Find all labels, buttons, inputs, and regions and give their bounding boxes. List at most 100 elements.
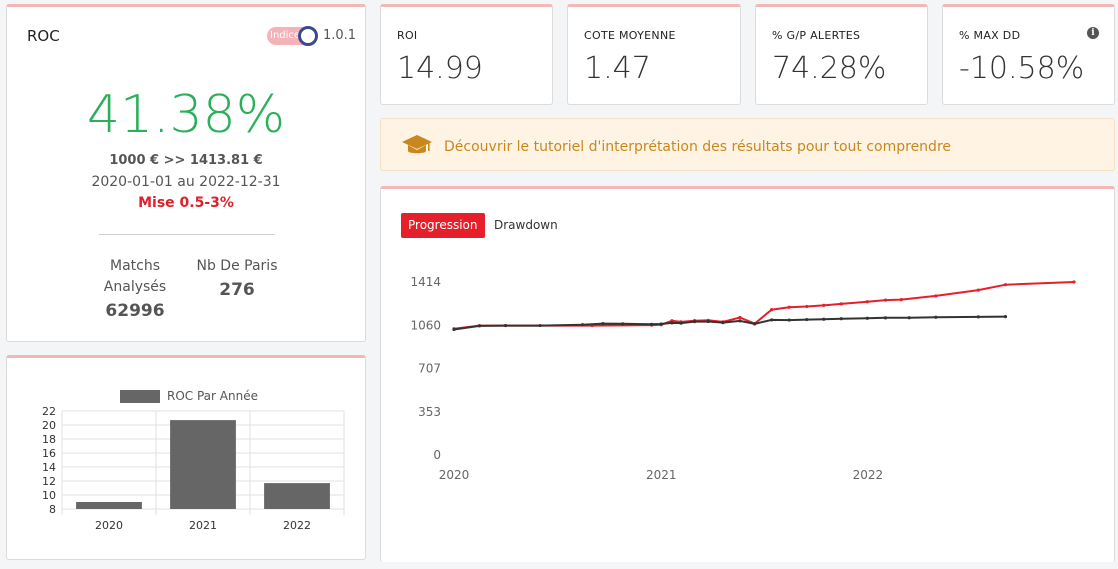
data-point xyxy=(650,322,654,326)
kpi-card-average-odds: COTE MOYENNE 1.47 xyxy=(567,4,741,105)
data-point xyxy=(907,316,911,320)
y-tick-label: 16 xyxy=(42,447,56,460)
data-point xyxy=(770,318,774,322)
roc-title: ROC xyxy=(27,27,60,45)
data-point xyxy=(1003,315,1008,319)
divider xyxy=(99,234,275,235)
annual-roc-card: ROC Par Année 22 20 18 16 14 12 10 8 2020 2021 2022 xyxy=(6,355,366,560)
version-label: 1.0.1 xyxy=(323,28,357,43)
x-tick-label: 2021 xyxy=(189,519,217,532)
data-point xyxy=(865,300,869,304)
x-tick-label: 2020 xyxy=(95,519,123,532)
y-tick-label: 1060 xyxy=(410,318,441,332)
kpi-value: 1.47 xyxy=(584,51,651,86)
data-point xyxy=(659,322,663,326)
progression-chart: 1414 1060 707 353 0 2020 2021 2022 xyxy=(410,275,1076,482)
data-point xyxy=(670,321,674,325)
data-point xyxy=(934,294,938,298)
y-tick-label: 18 xyxy=(42,433,56,446)
data-point xyxy=(787,318,791,322)
data-point xyxy=(839,302,843,306)
legend-swatch xyxy=(120,390,160,403)
kpi-card-roi: ROI 14.99 xyxy=(380,4,553,105)
bets-value: 276 xyxy=(219,280,255,300)
data-point xyxy=(753,322,757,326)
data-point xyxy=(883,316,888,320)
roc-card: ROC Indice 1.0.1 41.38% 1000 € >> 1413.8… xyxy=(6,4,366,342)
progression-card: Progression Drawdown 1414 1060 707 353 0 2020… xyxy=(380,186,1115,562)
data-point xyxy=(738,315,742,320)
data-point xyxy=(621,322,625,326)
data-point xyxy=(805,317,809,322)
data-point xyxy=(693,320,697,324)
data-point xyxy=(538,323,542,328)
x-tick-label: 2022 xyxy=(283,519,311,532)
matches-label-line1: Matchs xyxy=(109,258,160,274)
kpi-value: 14.99 xyxy=(397,51,483,86)
bar xyxy=(170,420,236,509)
data-point xyxy=(452,327,456,332)
data-point xyxy=(580,323,585,327)
data-point xyxy=(822,303,826,307)
y-tick-label: 22 xyxy=(42,405,56,418)
kpi-value: -10.58% xyxy=(959,51,1085,86)
toggle-knob[interactable] xyxy=(298,26,318,46)
bets-label: Nb De Paris xyxy=(196,258,278,274)
x-tick-label: 2022 xyxy=(853,468,884,482)
info-icon[interactable]: i xyxy=(1087,27,1099,39)
bankroll-evolution: 1000 € >> 1413.81 € xyxy=(109,153,263,168)
series-line xyxy=(453,315,1006,331)
kpi-card-max-drawdown: % MAX DD i -10.58% xyxy=(942,4,1115,105)
kpi-card-win-loss-alerts: % G/P ALERTES 74.28% xyxy=(755,4,928,105)
data-point xyxy=(976,288,980,292)
x-tick-label: 2020 xyxy=(439,468,470,482)
data-point xyxy=(679,321,683,325)
bar xyxy=(76,502,142,509)
data-point xyxy=(865,316,869,320)
data-point xyxy=(1003,283,1008,287)
data-point xyxy=(883,298,888,302)
y-tick-label: 707 xyxy=(418,362,441,376)
data-point xyxy=(805,304,809,309)
y-tick-label: 353 xyxy=(418,405,441,419)
kpi-label: % G/P ALERTES xyxy=(772,29,861,42)
bar xyxy=(264,483,330,509)
y-tick-label: 0 xyxy=(433,448,441,462)
data-point xyxy=(601,321,605,326)
x-tick-label: 2021 xyxy=(646,468,677,482)
index-toggle[interactable]: Indice xyxy=(267,26,319,46)
matches-label-line2: Analysés xyxy=(103,279,167,295)
tab-drawdown[interactable]: Drawdown xyxy=(494,218,558,232)
data-point xyxy=(738,319,742,323)
tutorial-banner[interactable]: Découvrir le tutoriel d'interprétation d… xyxy=(380,118,1115,171)
data-point xyxy=(899,298,903,302)
y-tick-label: 14 xyxy=(42,461,56,474)
data-point xyxy=(721,321,725,325)
data-point xyxy=(706,319,710,324)
y-tick-label: 12 xyxy=(42,475,56,488)
data-point xyxy=(787,305,791,309)
data-point xyxy=(822,317,826,321)
tutorial-link[interactable]: Découvrir le tutoriel d'interprétation d… xyxy=(444,139,952,155)
stake-range: Mise 0.5-3% xyxy=(138,195,234,211)
kpi-label: ROI xyxy=(397,29,418,42)
y-tick-label: 10 xyxy=(42,489,56,502)
tab-progression[interactable]: Progression xyxy=(401,213,485,238)
y-tick-label: 8 xyxy=(49,503,56,516)
kpi-label: % MAX DD xyxy=(959,29,1021,42)
matches-value: 62996 xyxy=(105,301,165,321)
kpi-label: COTE MOYENNE xyxy=(584,29,676,42)
date-range: 2020-01-01 au 2022-12-31 xyxy=(91,174,281,190)
data-point xyxy=(770,308,774,312)
data-point xyxy=(503,323,508,328)
kpi-value: 74.28% xyxy=(772,51,887,86)
roc-value: 41.38% xyxy=(86,85,286,145)
data-point xyxy=(934,315,938,319)
legend-label: ROC Par Année xyxy=(167,389,258,403)
y-tick-label: 1414 xyxy=(410,275,441,289)
data-point xyxy=(1072,280,1076,284)
data-point xyxy=(477,324,482,328)
matches-label: Matchs Analysés xyxy=(95,256,175,298)
data-point xyxy=(976,315,980,319)
